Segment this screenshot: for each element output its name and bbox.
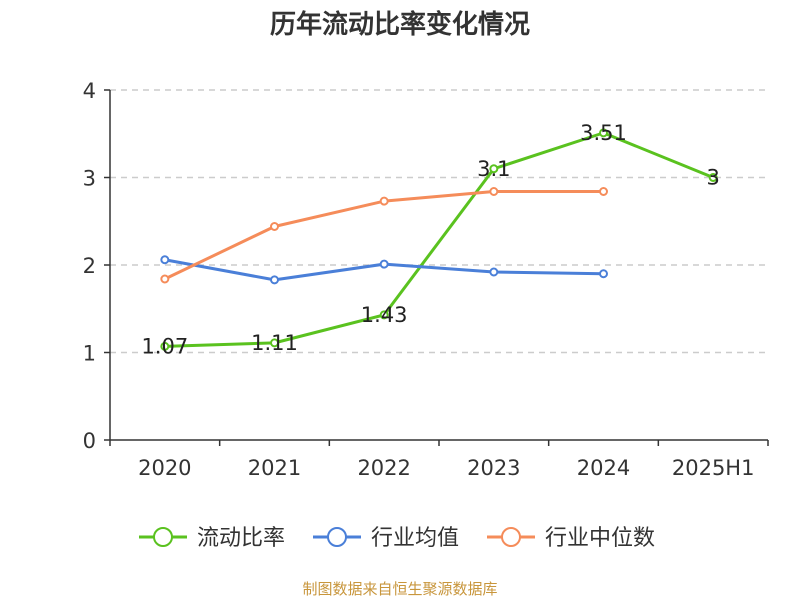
data-label: 1.11 <box>251 331 298 355</box>
data-labels: 1.07 1.11 1.43 3.1 3.51 3 <box>141 121 719 359</box>
legend-marker <box>327 527 347 547</box>
data-point <box>270 338 279 348</box>
data-label: 3.1 <box>477 157 510 181</box>
data-label: 1.43 <box>361 303 408 327</box>
chart-title: 历年流动比率变化情况 <box>269 10 530 40</box>
y-tick-label: 3 <box>83 167 96 191</box>
legend-marker <box>153 527 173 547</box>
x-tick-label: 2023 <box>467 456 520 480</box>
data-point <box>489 187 499 196</box>
data-point <box>270 222 279 231</box>
data-point <box>489 164 499 174</box>
x-tick-label: 2024 <box>577 456 630 480</box>
data-point <box>270 275 279 285</box>
legend-label: 行业中位数 <box>545 526 655 551</box>
data-point <box>599 269 608 279</box>
source-note: 制图数据来自恒生聚源数据库 <box>302 580 498 598</box>
axes: 0 1 2 3 4 2020 2021 2022 2023 2024 2025H1 <box>83 79 769 480</box>
series-line-0 <box>164 131 714 348</box>
data-point <box>379 310 389 320</box>
data-label: 3.51 <box>580 121 627 145</box>
legend-item-2[interactable]: 行业中位数 <box>487 526 655 551</box>
data-point <box>379 196 389 206</box>
data-point <box>599 187 608 196</box>
gridlines <box>110 89 768 354</box>
data-point <box>160 255 170 265</box>
legend-item-1[interactable]: 行业均值 <box>313 526 459 551</box>
y-tick-label: 4 <box>83 79 96 103</box>
legend-label: 行业均值 <box>371 526 459 551</box>
data-label: 3 <box>706 166 719 190</box>
data-point <box>489 267 499 277</box>
y-tick-label: 2 <box>83 254 96 278</box>
legend-marker <box>501 527 521 547</box>
legend-item-0[interactable]: 流动比率 <box>139 526 285 551</box>
x-tick-label: 2021 <box>248 456 301 480</box>
x-tick-label: 2025H1 <box>672 456 755 480</box>
x-tick-label: 2022 <box>357 456 410 480</box>
data-point <box>160 341 170 351</box>
data-point <box>379 259 389 269</box>
y-tick-label: 0 <box>83 429 96 453</box>
data-point <box>599 128 608 138</box>
y-tick-label: 1 <box>83 342 96 366</box>
data-label: 1.07 <box>141 334 188 358</box>
data-point <box>708 173 718 182</box>
x-tick-label: 2020 <box>138 456 191 480</box>
data-point <box>160 274 170 284</box>
series-lines <box>160 128 718 351</box>
legend-label: 流动比率 <box>197 526 285 551</box>
legend[interactable]: 流动比率 行业均值 行业中位数 <box>139 526 655 551</box>
